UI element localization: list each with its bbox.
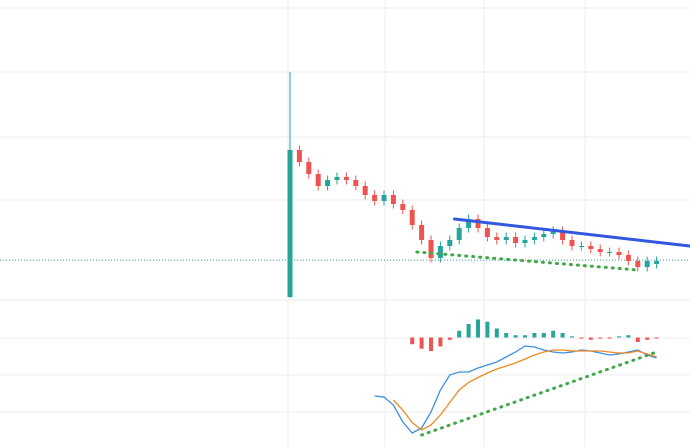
histogram-bar: [513, 335, 518, 338]
histogram-bar: [579, 337, 584, 339]
candle-body: [607, 252, 613, 253]
histogram-bar: [523, 335, 527, 338]
histogram-bar: [447, 337, 452, 340]
histogram-bar: [494, 328, 499, 338]
candle-body: [550, 231, 556, 234]
candle-body: [409, 210, 415, 225]
histogram-bar: [485, 321, 490, 338]
trendline: [453, 217, 690, 248]
candle-body: [353, 180, 359, 186]
candle-body: [296, 150, 302, 162]
histogram-bar: [466, 324, 471, 338]
candle-body: [644, 261, 650, 267]
candle-body: [494, 237, 500, 240]
candle-body: [513, 237, 519, 243]
candle-body: [475, 219, 481, 228]
candle-body: [325, 180, 331, 186]
candle-body: [306, 162, 312, 174]
histogram-bar: [532, 333, 537, 338]
histogram-bar: [504, 333, 509, 338]
macd-line: [374, 345, 657, 434]
histogram-bar: [617, 336, 621, 338]
candle-body: [654, 261, 660, 264]
trendline: [415, 250, 640, 272]
histogram-bar: [419, 337, 424, 349]
histogram-bar: [654, 337, 659, 339]
candle-body: [390, 195, 396, 204]
candle-body: [625, 255, 631, 261]
candle-body: [597, 249, 603, 252]
histogram-bar: [476, 319, 480, 338]
histogram-bar: [635, 337, 640, 342]
candle-body: [400, 204, 406, 210]
candle-body: [531, 237, 537, 240]
histogram-bar: [429, 337, 433, 351]
histogram-bar: [541, 333, 546, 338]
candle-body: [456, 228, 462, 240]
histogram-bar: [588, 337, 593, 340]
histogram-bar: [607, 337, 612, 339]
candle-body: [522, 240, 528, 243]
candle-body: [372, 195, 378, 201]
candle-body: [541, 234, 547, 237]
histogram-bar: [598, 337, 603, 339]
candle-body: [635, 261, 641, 267]
trendline: [420, 350, 659, 437]
candle-body: [560, 231, 566, 240]
histogram-bar: [626, 335, 631, 338]
histogram-bar: [551, 330, 556, 338]
histogram-bar: [570, 336, 574, 338]
candle-body: [287, 150, 293, 297]
candle-body: [503, 237, 509, 240]
candle-body: [343, 177, 349, 180]
candle-body: [381, 195, 387, 201]
candle-body: [466, 219, 472, 228]
candle-body: [616, 252, 622, 255]
candle-body: [334, 177, 340, 180]
candle-body: [362, 186, 368, 195]
candle-body: [315, 174, 321, 186]
candle-body: [569, 240, 575, 246]
histogram-bar: [410, 337, 415, 345]
candle-body: [437, 246, 443, 258]
candle-body: [419, 225, 425, 240]
histogram-bar: [645, 337, 650, 340]
histogram-bar: [560, 333, 565, 338]
candle-body: [447, 240, 453, 246]
histogram-bar: [457, 330, 462, 338]
candle-body: [588, 246, 594, 249]
candle-body: [578, 246, 584, 247]
candle-body: [484, 228, 490, 237]
macd-line: [392, 349, 657, 431]
histogram-bar: [438, 337, 443, 347]
candle-body: [428, 240, 434, 258]
